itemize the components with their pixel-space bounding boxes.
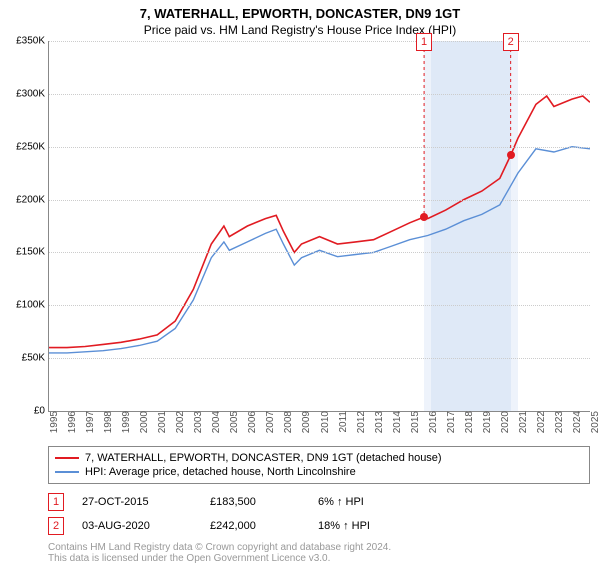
legend-row: HPI: Average price, detached house, Nort… [55,465,583,479]
legend: 7, WATERHALL, EPWORTH, DONCASTER, DN9 1G… [48,446,590,484]
x-axis-label: 1997 [81,411,96,433]
transaction-delta: 6% ↑ HPI [318,496,364,508]
footer-line1: Contains HM Land Registry data © Crown c… [48,542,590,553]
x-axis-label: 2021 [514,411,529,433]
transactions-table: 1 27-OCT-2015 £183,500 6% ↑ HPI 2 03-AUG-2020… [48,490,590,538]
x-axis-label: 2017 [442,411,457,433]
x-axis-label: 1998 [99,411,114,433]
series-line-hpi [49,147,590,353]
transaction-date: 27-OCT-2015 [82,496,192,508]
x-axis-label: 2010 [316,411,331,433]
x-axis-label: 2018 [460,411,475,433]
x-axis-label: 2013 [370,411,385,433]
y-axis-label: £100K [16,300,49,311]
chart-lines [49,41,590,411]
x-axis-label: 2019 [478,411,493,433]
x-axis-label: 1995 [45,411,60,433]
x-axis-label: 2011 [334,411,349,433]
x-axis-label: 2008 [279,411,294,433]
page: 7, WATERHALL, EPWORTH, DONCASTER, DN9 1G… [0,0,600,560]
y-axis-label: £150K [16,247,49,258]
transaction-id-box: 1 [48,493,64,511]
y-axis-label: £250K [16,141,49,152]
x-axis-label: 2006 [243,411,258,433]
x-axis-label: 2001 [153,411,168,433]
legend-row: 7, WATERHALL, EPWORTH, DONCASTER, DN9 1G… [55,451,583,465]
legend-swatch [55,457,79,459]
x-axis-label: 2020 [496,411,511,433]
x-axis-label: 2009 [297,411,312,433]
legend-label: 7, WATERHALL, EPWORTH, DONCASTER, DN9 1G… [85,452,442,464]
x-axis-label: 2022 [532,411,547,433]
marker-box: 2 [503,33,519,51]
marker-dot [507,151,515,159]
footer: Contains HM Land Registry data © Crown c… [48,542,590,564]
x-axis-label: 2007 [261,411,276,433]
gridline-h [49,94,590,95]
marker-dot [420,213,428,221]
y-axis-label: £350K [16,36,49,47]
transaction-price: £183,500 [210,496,300,508]
transaction-row: 2 03-AUG-2020 £242,000 18% ↑ HPI [48,514,590,538]
y-axis-label: £200K [16,194,49,205]
x-axis-label: 2002 [171,411,186,433]
gridline-h [49,358,590,359]
transaction-price: £242,000 [210,520,300,532]
gridline-h [49,305,590,306]
x-axis-label: 2003 [189,411,204,433]
marker-box: 1 [416,33,432,51]
x-axis-label: 1996 [63,411,78,433]
transaction-date: 03-AUG-2020 [82,520,192,532]
x-axis-label: 2004 [207,411,222,433]
footer-line2: This data is licensed under the Open Gov… [48,553,590,564]
x-axis-label: 2015 [406,411,421,433]
x-axis-label: 2023 [550,411,565,433]
x-axis-label: 2025 [586,411,600,433]
legend-swatch [55,471,79,473]
gridline-h [49,147,590,148]
legend-label: HPI: Average price, detached house, Nort… [85,466,356,478]
x-axis-label: 2005 [225,411,240,433]
series-line-property [49,96,590,348]
x-axis-label: 2000 [135,411,150,433]
y-axis-label: £50K [22,353,49,364]
x-axis-label: 1999 [117,411,132,433]
transaction-id-box: 2 [48,517,64,535]
x-axis-label: 2012 [352,411,367,433]
x-axis-label: 2014 [388,411,403,433]
chart-plot-area: £0£50K£100K£150K£200K£250K£300K£350K1995… [48,41,590,412]
x-axis-label: 2016 [424,411,439,433]
gridline-h [49,200,590,201]
x-axis-label: 2024 [568,411,583,433]
y-axis-label: £300K [16,88,49,99]
transaction-delta: 18% ↑ HPI [318,520,370,532]
gridline-h [49,252,590,253]
chart-title: 7, WATERHALL, EPWORTH, DONCASTER, DN9 1G… [0,0,600,21]
transaction-row: 1 27-OCT-2015 £183,500 6% ↑ HPI [48,490,590,514]
